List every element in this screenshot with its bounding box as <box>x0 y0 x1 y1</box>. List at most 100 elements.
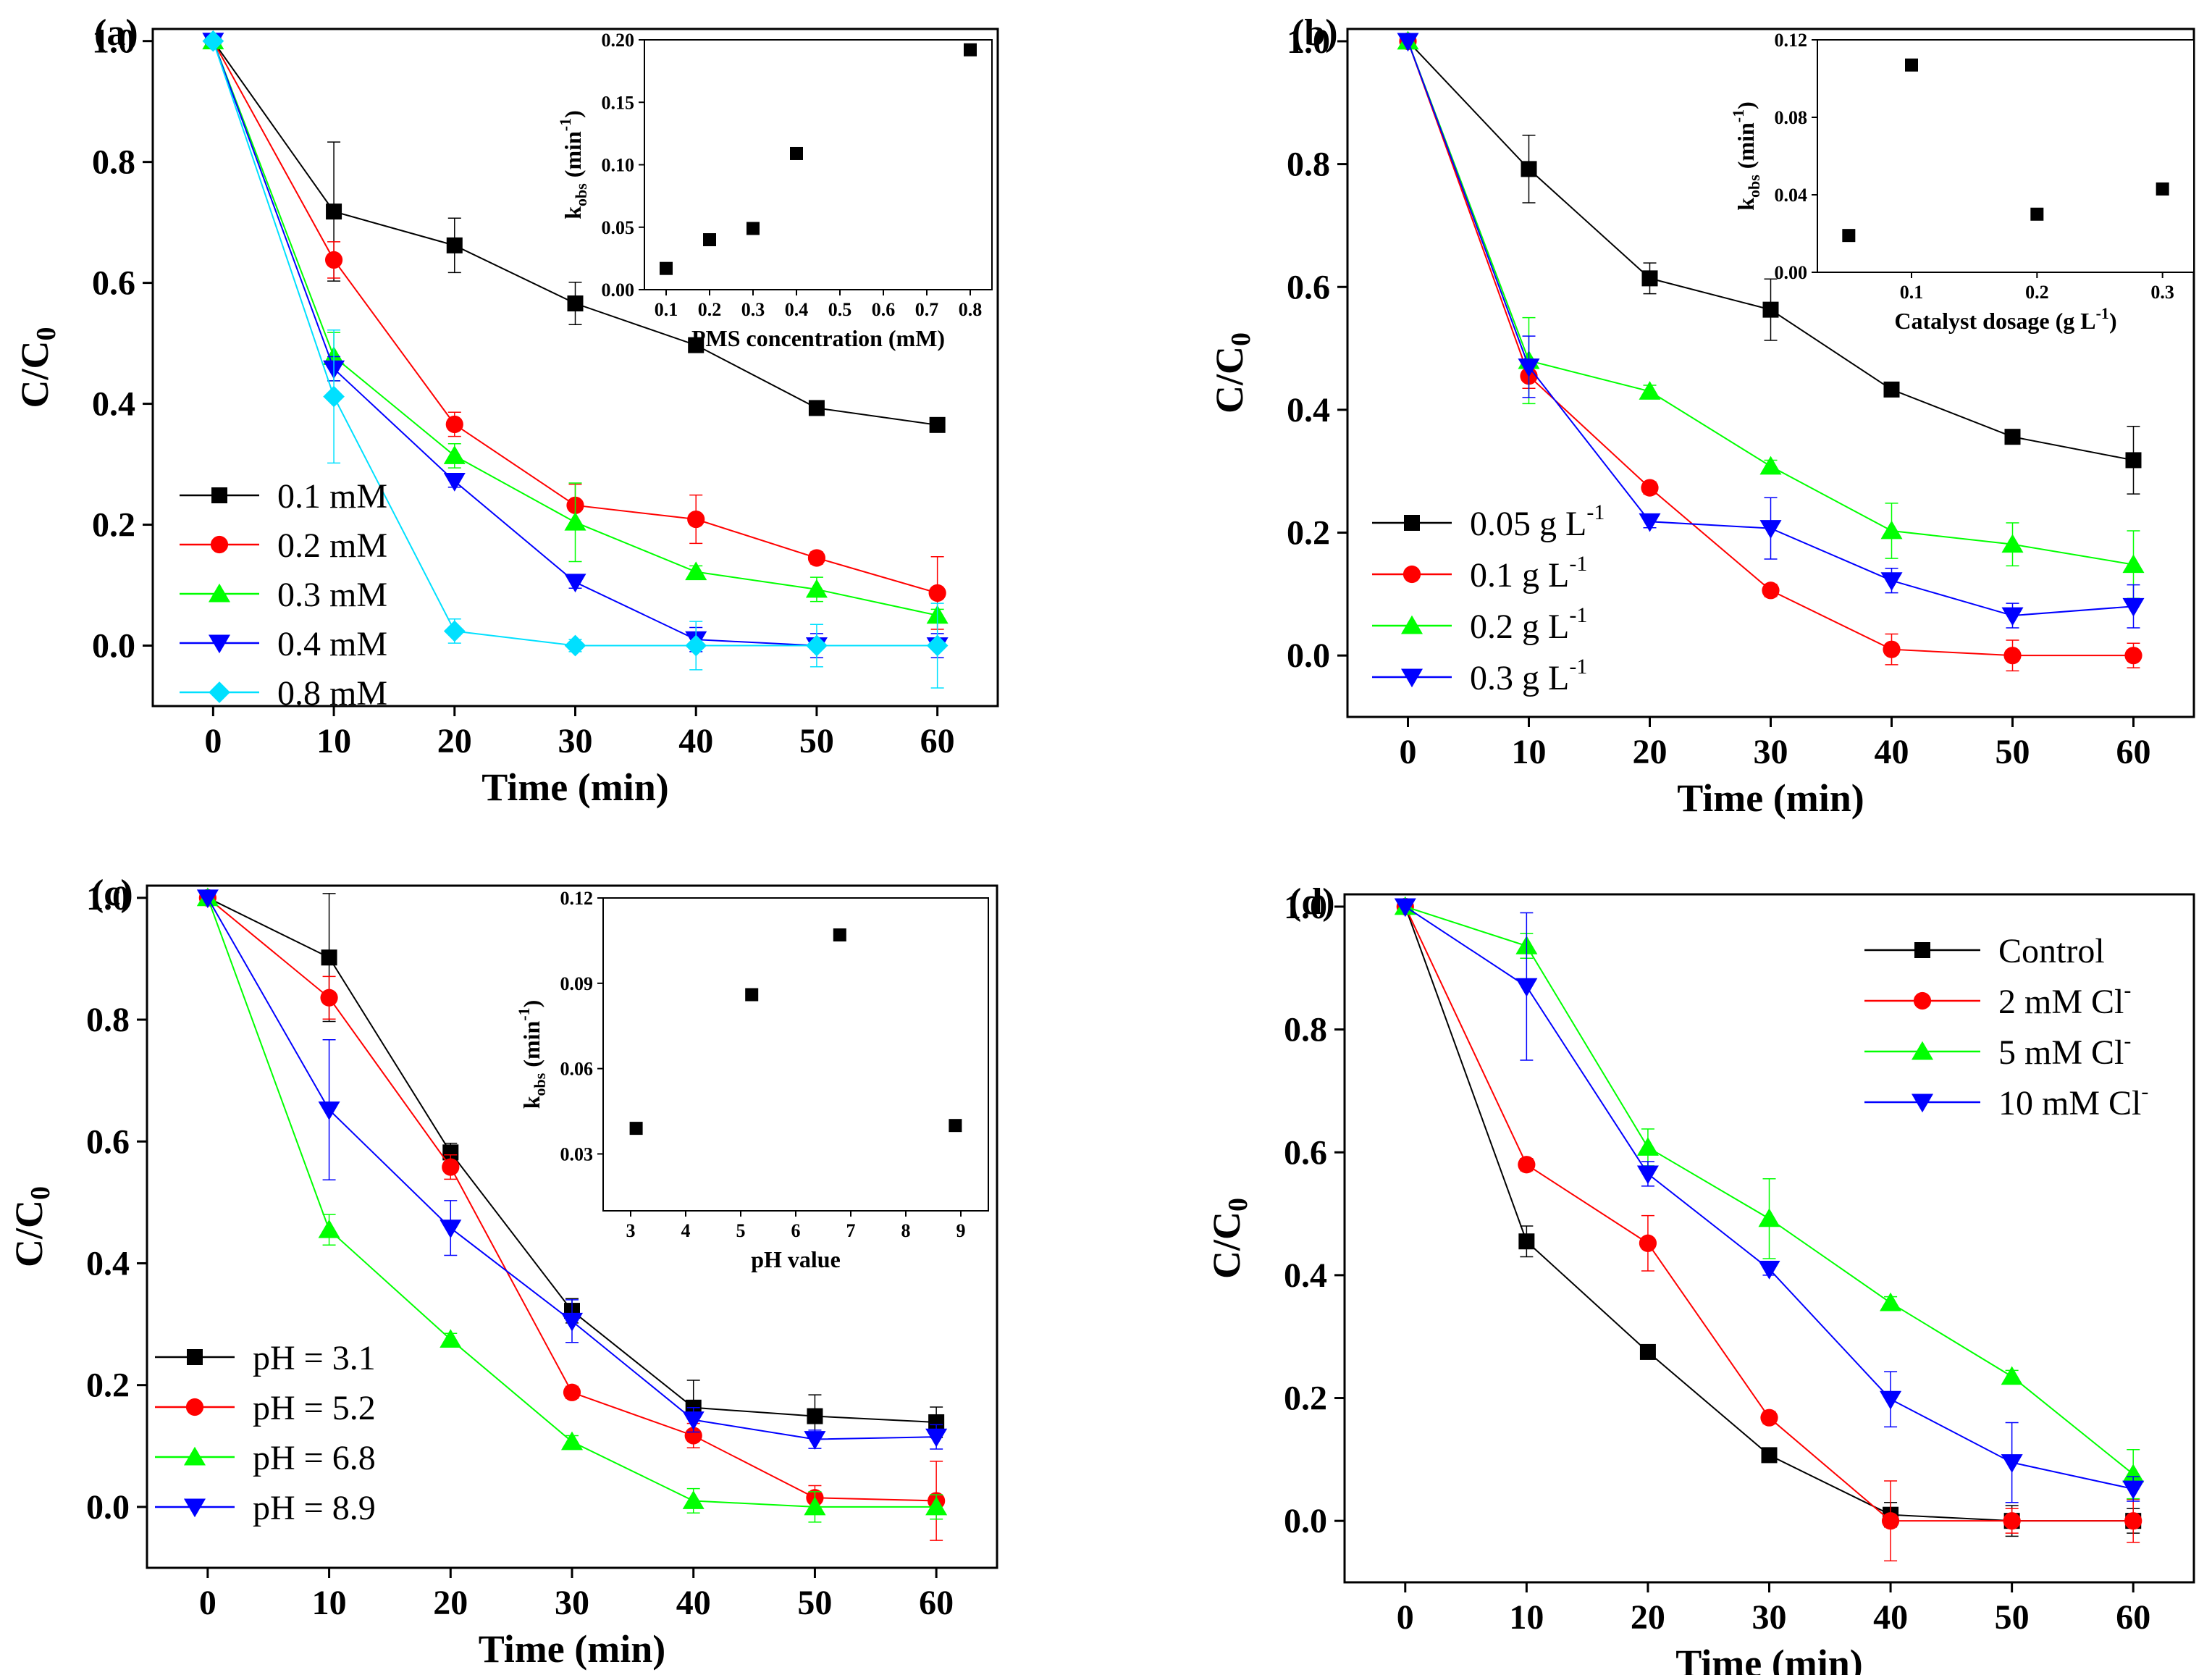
x-tick-label: 40 <box>1873 1598 1908 1637</box>
data-point <box>320 988 338 1007</box>
series-2 <box>1396 897 2142 1562</box>
data-point <box>687 510 705 529</box>
legend-entry-sup: -1 <box>1586 500 1605 524</box>
x-tick-label: 60 <box>2116 1598 2150 1637</box>
legend-entry-sup: -1 <box>1569 655 1587 679</box>
data-point <box>1639 1343 1656 1360</box>
data-point <box>1639 381 1661 400</box>
data-point <box>324 251 343 269</box>
data-point <box>443 445 466 464</box>
legend-entry-text: pH = 6.8 <box>253 1439 376 1477</box>
x-tick-label: 50 <box>1995 1598 2030 1637</box>
y-axis-label-main: C/C <box>13 341 56 408</box>
legend: pH = 3.1 pH = 5.2 pH = 6.8 pH = 8.9 <box>155 1339 376 1527</box>
data-point <box>928 1414 945 1430</box>
legend-entry: 0.05 g L-1 <box>1470 500 1605 543</box>
legend-entry: 0.8 mM <box>277 674 387 713</box>
data-point <box>1762 582 1780 600</box>
y-axis-label: C/C0 <box>13 327 62 408</box>
data-point <box>202 30 224 52</box>
data-point <box>2122 1480 2145 1500</box>
panel-label: (d) <box>1289 881 1335 923</box>
inset-y-axis-label-main: k <box>560 206 586 219</box>
inset-x-tick-label: 0.2 <box>2025 282 2049 303</box>
inset-x-axis-label-main: Catalyst dosage (g L <box>1894 308 2095 334</box>
inset-data-point <box>660 261 673 275</box>
inset-y-tick-label: 0.04 <box>1775 185 1808 206</box>
inset-x-tick-label: 0.3 <box>741 299 765 320</box>
x-tick-label: 40 <box>676 1584 711 1622</box>
inset-data-point <box>703 233 716 246</box>
data-point <box>807 1408 823 1424</box>
series-4 <box>196 889 948 1450</box>
legend-entry-text: pH = 8.9 <box>253 1489 376 1527</box>
data-point <box>1880 1390 1902 1410</box>
legend-marker <box>208 634 231 654</box>
y-tick-label: 1.0 <box>86 879 130 918</box>
legend-entry-text: 0.1 mM <box>277 477 387 516</box>
x-tick-label: 10 <box>316 722 351 760</box>
y-tick-label: 0.4 <box>92 385 135 424</box>
inset-data-point <box>1905 58 1918 72</box>
chart-panel-b: (b) 0 10 20 30 40 50 60 0.0 0.2 0.4 0.6 0.8 1.0 Time (… <box>1208 12 2195 820</box>
legend-entry-text: 0.8 mM <box>277 674 387 713</box>
data-point <box>318 1219 340 1238</box>
legend-entry-sup: -1 <box>1569 603 1587 627</box>
y-tick-label: 0.0 <box>1284 1502 1327 1540</box>
data-point <box>929 416 946 433</box>
inset-x-tick-label: 0.3 <box>2150 282 2174 303</box>
data-point <box>563 1383 581 1401</box>
y-axis-label-sub: 0 <box>1223 1198 1253 1212</box>
data-point <box>564 511 586 531</box>
y-tick-label: 0.6 <box>1284 1133 1327 1172</box>
x-tick-label: 50 <box>799 722 834 760</box>
series-4 <box>1394 898 2145 1503</box>
inset-x-tick-label: 0.6 <box>872 299 896 320</box>
inset-x-axis-label-main: pH value <box>751 1246 841 1272</box>
data-point <box>1883 381 1900 398</box>
inset-y-tick-label: 0.10 <box>602 155 635 176</box>
x-tick-label: 10 <box>1512 733 1547 771</box>
legend-entry: pH = 8.9 <box>253 1489 376 1527</box>
legend-entry: Control <box>1998 932 2105 970</box>
inset-y-axis-label-close: ) <box>560 110 586 118</box>
inset-y-tick-label: 0.08 <box>1775 107 1808 128</box>
x-tick-label: 20 <box>1631 1598 1665 1637</box>
data-point <box>2122 597 2145 617</box>
legend-entry-text: 0.2 mM <box>277 526 387 565</box>
x-tick-label: 0 <box>1397 1598 1414 1637</box>
data-point <box>1639 513 1661 532</box>
data-point <box>567 295 584 312</box>
inset-y-tick-label: 0.00 <box>1775 262 1808 283</box>
data-point <box>323 385 345 408</box>
data-point <box>1762 301 1779 318</box>
inset-y-axis-label-close: ) <box>1733 101 1759 109</box>
y-tick-label: 0.8 <box>92 143 135 182</box>
inset-x-tick-label: 4 <box>681 1220 691 1241</box>
data-point <box>1881 1512 1900 1530</box>
inset-frame <box>644 39 993 290</box>
data-point <box>1758 1260 1780 1280</box>
data-point <box>1880 572 1903 591</box>
x-tick-label: 10 <box>1509 1598 1544 1637</box>
data-point <box>1759 456 1782 475</box>
legend-entry-text: 0.1 g L <box>1470 556 1569 595</box>
inset-x-tick-label: 0.1 <box>655 299 678 320</box>
data-point <box>926 634 949 657</box>
inset-x-tick-label: 3 <box>626 1220 636 1241</box>
data-point <box>318 1101 340 1120</box>
inset-chart: 0.1 0.2 0.3 0.00 0.04 0.08 0.12 Catalyst dosage… <box>1729 30 2195 334</box>
data-point <box>804 1496 826 1516</box>
y-axis-label-sub: 0 <box>1226 332 1256 346</box>
inset-x-tick-label: 8 <box>901 1220 911 1241</box>
inset-x-axis-label-sup: -1 <box>2096 304 2109 322</box>
data-point <box>326 203 342 220</box>
inset-y-axis-label-sub: obs <box>531 1072 549 1096</box>
data-point <box>1880 1292 1902 1311</box>
legend-entry-text: 0.3 g L <box>1470 659 1569 697</box>
x-tick-label: 20 <box>433 1584 468 1622</box>
inset-y-tick-label: 0.12 <box>560 888 594 909</box>
legend-marker <box>208 583 231 603</box>
x-axis-label: Time (min) <box>479 1627 665 1671</box>
